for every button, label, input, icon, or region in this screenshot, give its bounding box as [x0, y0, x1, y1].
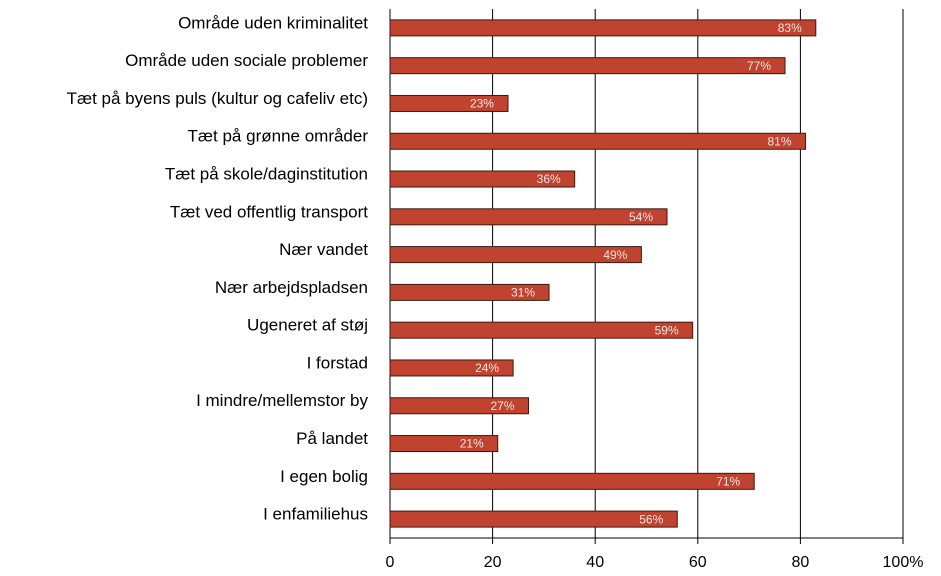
value-label: 81%	[767, 134, 791, 148]
category-label: Tæt på grønne områder	[188, 127, 369, 146]
category-label: På landet	[296, 429, 368, 448]
value-label: 71%	[716, 474, 740, 488]
bar	[389, 170, 576, 188]
category-label: I mindre/mellemstor by	[196, 391, 368, 410]
bar	[389, 208, 668, 226]
x-tick-label: 0	[386, 554, 395, 571]
value-label: 23%	[470, 97, 494, 111]
x-tick-label: 40	[586, 554, 604, 571]
x-tick-label: 80	[792, 554, 810, 571]
bar	[389, 359, 514, 377]
category-label: I forstad	[307, 353, 368, 372]
bar	[389, 57, 786, 75]
value-label: 31%	[511, 286, 535, 300]
bar	[389, 94, 509, 112]
category-label: I enfamiliehus	[263, 505, 368, 524]
bar	[389, 321, 694, 339]
value-label: 54%	[629, 210, 653, 224]
value-label: 49%	[603, 248, 627, 262]
category-label: Tæt ved offentlig transport	[170, 202, 368, 221]
value-label: 83%	[778, 21, 802, 35]
category-label: Tæt på byens puls (kultur og cafeliv etc…	[67, 89, 368, 108]
bar	[389, 246, 642, 264]
bar	[389, 510, 678, 528]
bar	[389, 132, 807, 150]
value-label: 27%	[490, 399, 514, 413]
x-tick-label: 100%	[883, 554, 924, 571]
value-label: 36%	[537, 172, 561, 186]
value-label: 24%	[475, 361, 499, 375]
x-tick-label: 60	[689, 554, 707, 571]
value-label: 21%	[460, 437, 484, 451]
x-tick-label: 20	[484, 554, 502, 571]
value-label: 77%	[747, 59, 771, 73]
category-label: Ugeneret af støj	[247, 316, 368, 335]
category-label: Område uden kriminalitet	[178, 13, 368, 32]
bar	[389, 472, 755, 490]
bar	[389, 283, 550, 301]
bar	[389, 19, 817, 37]
bar	[389, 397, 530, 415]
value-label: 56%	[639, 512, 663, 526]
category-label: Nær arbejdspladsen	[215, 278, 368, 297]
category-label: Nær vandet	[279, 240, 368, 259]
category-label: Tæt på skole/daginstitution	[165, 165, 368, 184]
category-label: I egen bolig	[280, 467, 368, 486]
category-label: Område uden sociale problemer	[125, 51, 368, 70]
value-label: 59%	[655, 323, 679, 337]
bar	[389, 435, 499, 453]
